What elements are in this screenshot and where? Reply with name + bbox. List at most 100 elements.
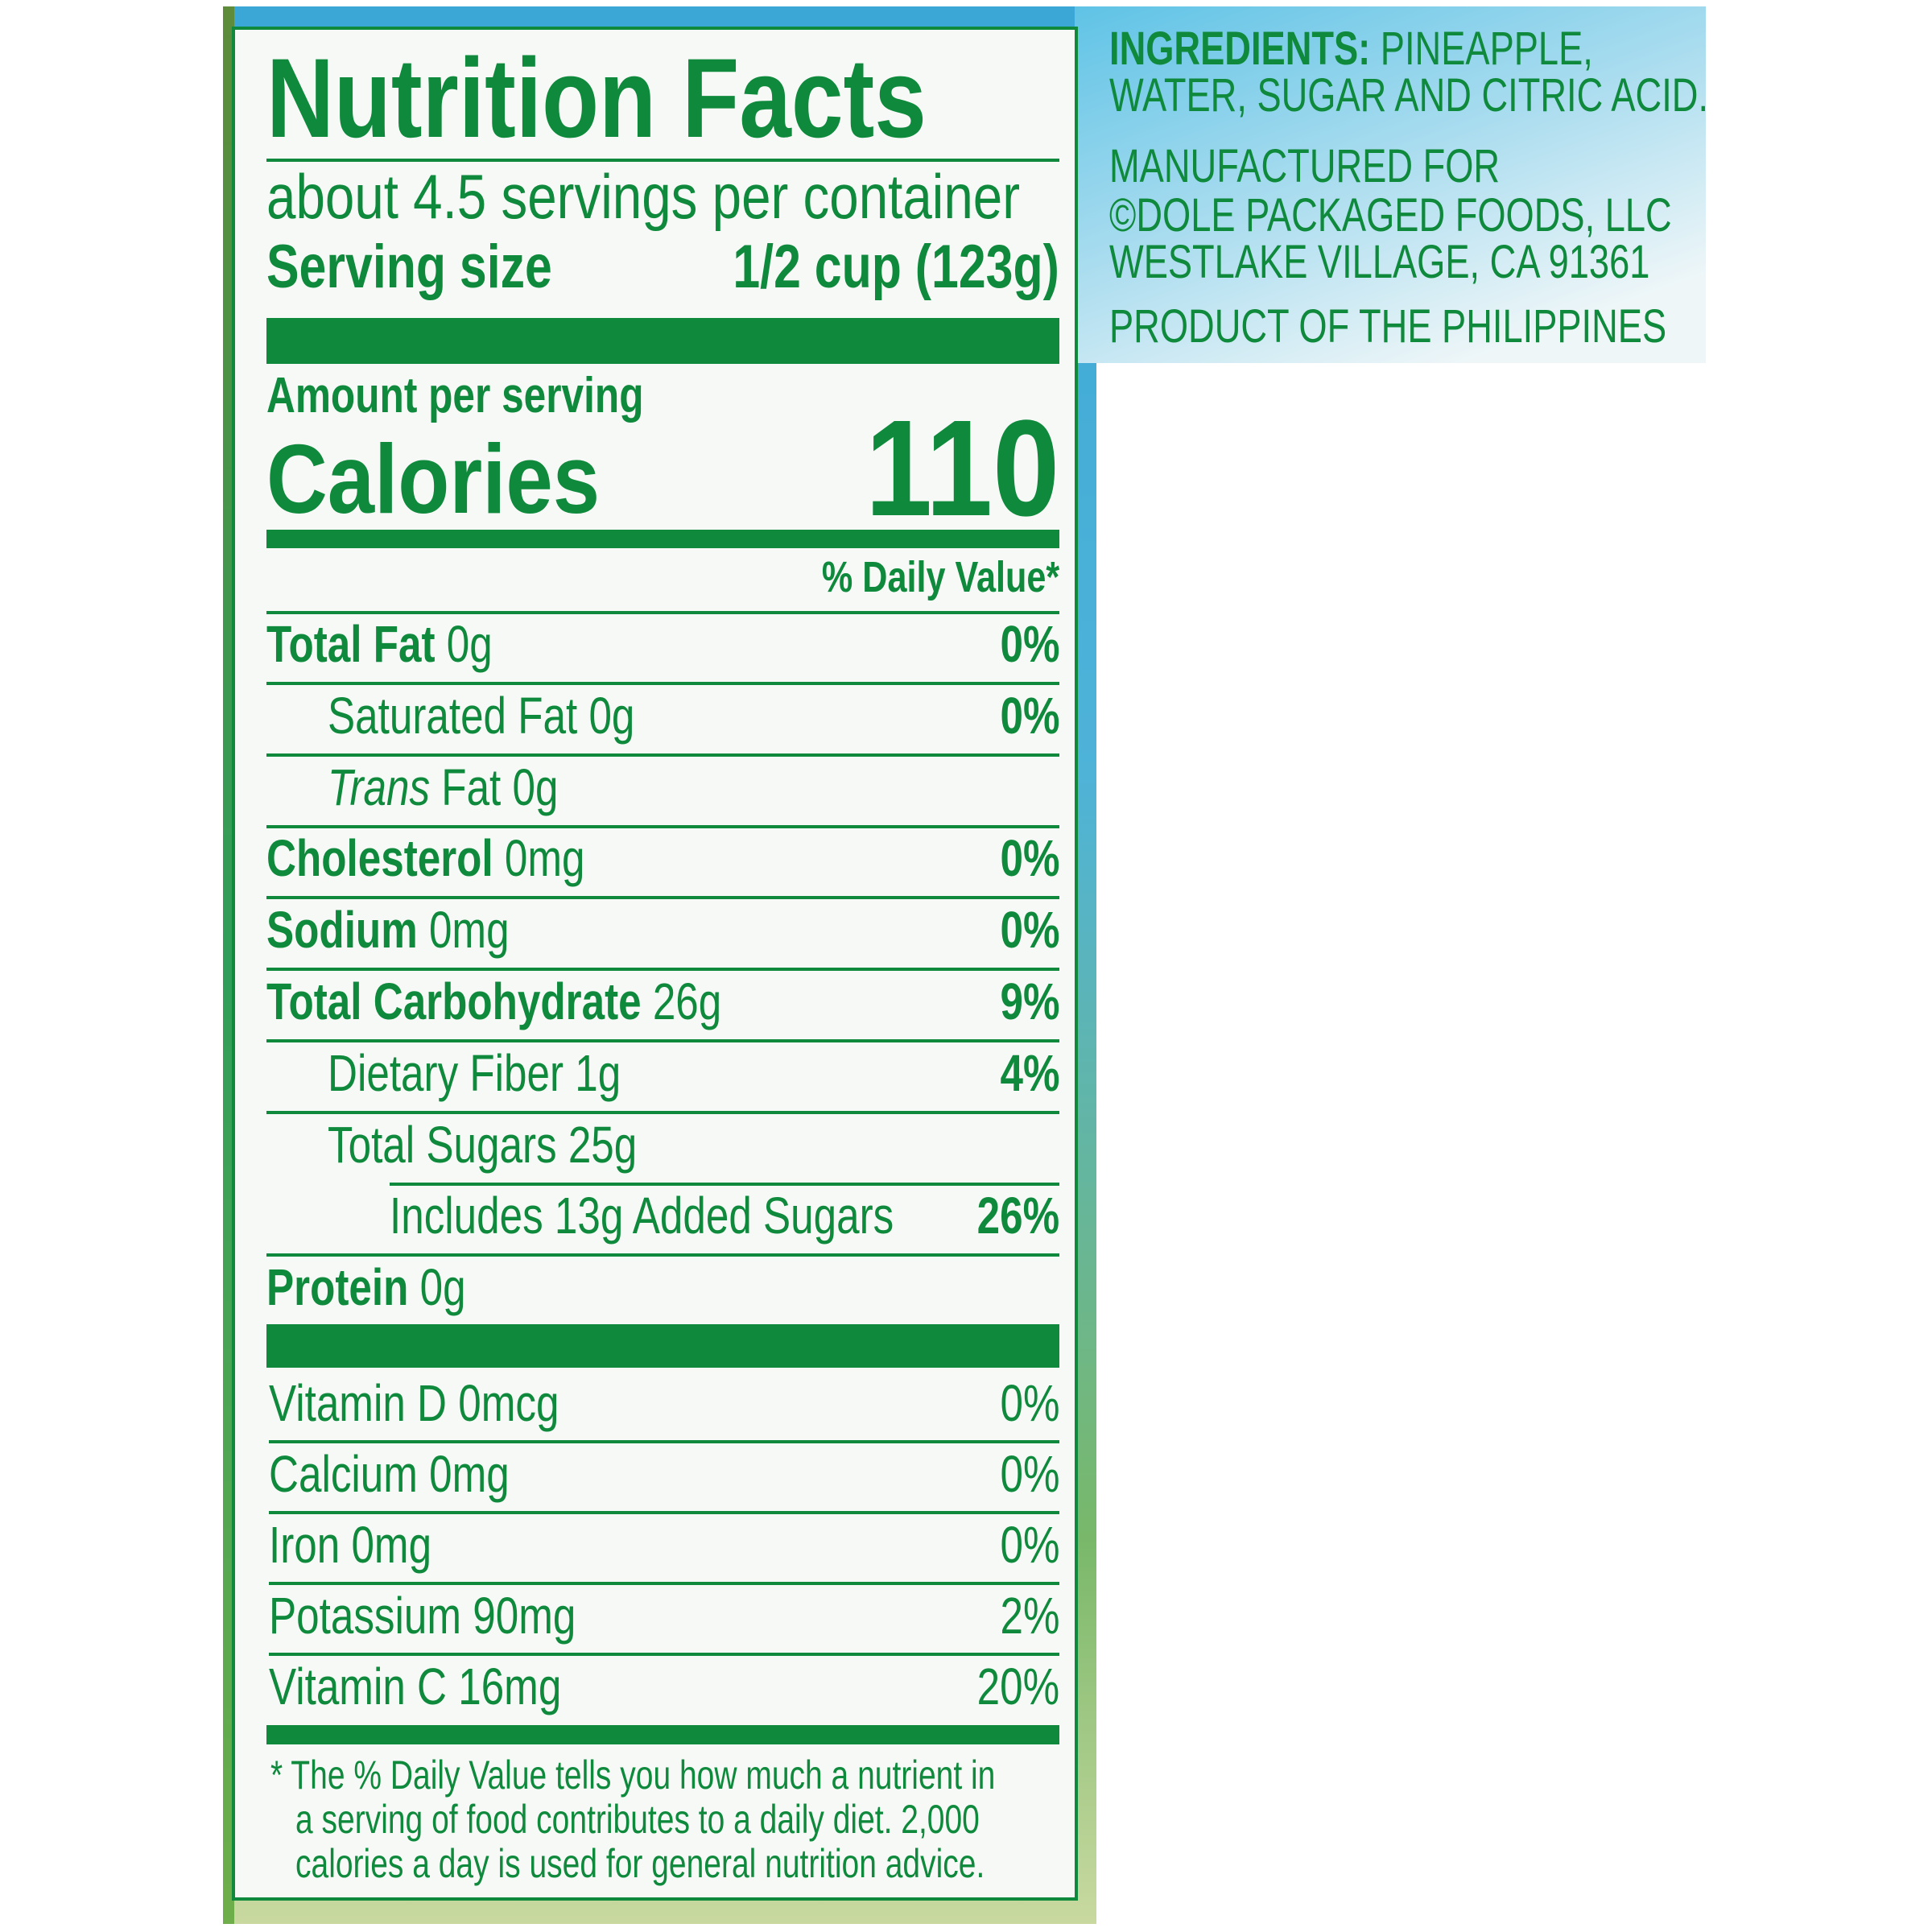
nutrient-name: Total Fat xyxy=(266,615,436,673)
calories-label-text: Calories xyxy=(266,424,601,534)
daily-value-text: 4% xyxy=(1000,1043,1059,1102)
ingredients-line-2: WATER, SUGAR AND CITRIC ACID. xyxy=(1109,72,1877,119)
amount-text: Amount per serving xyxy=(266,368,644,423)
nutrient-row: Saturated Fat 0g xyxy=(328,690,712,741)
nutrient-row: Cholesterol 0mg xyxy=(266,832,664,884)
nutrient-amount: 0mg xyxy=(504,829,585,888)
row-divider xyxy=(266,896,1059,900)
vitamin-daily-value: 0% xyxy=(985,1516,1059,1574)
row-divider xyxy=(269,1582,1059,1585)
serving-size-value: 1/2 cup (123g) xyxy=(651,237,1059,298)
footnote-text: calories a day is used for general nutri… xyxy=(295,1841,985,1886)
daily-value-text: 0% xyxy=(1000,686,1059,745)
nutrient-name: Sodium xyxy=(266,901,418,960)
nutrient-name: Saturated Fat 0g xyxy=(328,686,635,745)
manufacturer-line-2: ©DOLE PACKAGED FOODS, LLC xyxy=(1109,192,1831,239)
manufacturer-text: WESTLAKE VILLAGE, CA 91361 xyxy=(1109,236,1650,288)
vitamin-daily-value: 20% xyxy=(956,1661,1059,1712)
footnote-text: a serving of food contributes to a daily… xyxy=(295,1797,980,1842)
thick-divider xyxy=(266,1324,1059,1368)
footnote-text: * The % Daily Value tells you how much a… xyxy=(270,1752,996,1798)
vitamin-name: Vitamin D 0mcg xyxy=(269,1374,559,1432)
nutrient-amount: 0mg xyxy=(428,901,510,960)
manufacturer-text: ©DOLE PACKAGED FOODS, LLC xyxy=(1109,189,1672,242)
nutrient-row: Protein 0g xyxy=(266,1261,515,1313)
vitamin-row: Vitamin D 0mcg xyxy=(269,1377,632,1429)
nutrient-row: Total Fat 0g xyxy=(266,618,549,670)
origin-text: PRODUCT OF THE PHILIPPINES xyxy=(1109,300,1667,353)
vitamin-row: Potassium 90mg xyxy=(269,1590,653,1641)
amount-per-serving: Amount per serving xyxy=(266,371,738,421)
row-divider xyxy=(269,1653,1059,1656)
serving-size-value-text: 1/2 cup (123g) xyxy=(733,233,1059,301)
nutrient-daily-value: 4% xyxy=(985,1043,1059,1102)
nutrient-name: Total Sugars 25g xyxy=(328,1115,638,1174)
nutrient-row: Total Sugars 25g xyxy=(328,1119,714,1170)
row-divider xyxy=(266,824,1059,828)
manufacturer-text: MANUFACTURED FOR xyxy=(1109,140,1501,192)
nutrient-name: Protein xyxy=(266,1258,409,1317)
daily-value-text: 2% xyxy=(1000,1587,1059,1645)
row-divider xyxy=(266,968,1059,972)
nutrient-name: Fat 0g xyxy=(430,758,559,816)
nutrient-row: Dietary Fiber 1g xyxy=(328,1047,694,1099)
footnote-line: calories a day is used for general nutri… xyxy=(295,1843,1179,1884)
nutrient-daily-value: 26% xyxy=(956,1190,1059,1241)
nutrient-daily-value: 0% xyxy=(985,686,1059,745)
row-divider xyxy=(390,1182,1059,1186)
product-origin: PRODUCT OF THE PHILIPPINES xyxy=(1109,303,1823,350)
nutrient-name: Cholesterol xyxy=(266,829,493,888)
daily-value-text: 9% xyxy=(1000,972,1059,1030)
row-divider xyxy=(266,1253,1059,1257)
package-leaf-strip xyxy=(223,6,234,1924)
daily-value-text: 26% xyxy=(976,1187,1059,1245)
row-divider xyxy=(269,1511,1059,1514)
manufacturer-line-3: WESTLAKE VILLAGE, CA 91361 xyxy=(1109,239,1802,286)
nutrient-row: Sodium 0mg xyxy=(266,904,570,956)
vitamin-name: Iron 0mg xyxy=(269,1516,432,1574)
medium-divider xyxy=(266,1725,1059,1744)
vitamin-daily-value: 0% xyxy=(985,1377,1059,1429)
vitamin-name: Potassium 90mg xyxy=(269,1587,576,1645)
divider xyxy=(266,611,1059,614)
vitamin-name: Vitamin C 16mg xyxy=(269,1657,562,1715)
nutrient-daily-value: 0% xyxy=(985,829,1059,888)
daily-value-text: 0% xyxy=(1000,615,1059,673)
daily-value-header-text: % Daily Value* xyxy=(821,553,1059,601)
vitamin-daily-value: 0% xyxy=(985,1448,1059,1500)
nutrient-amount: 26g xyxy=(652,972,722,1030)
nutrient-name: Includes 13g Added Sugars xyxy=(390,1187,894,1245)
daily-value-text: 20% xyxy=(976,1657,1059,1715)
nutrient-name: Total Carbohydrate xyxy=(266,972,642,1030)
ingredients-label: INGREDIENTS: xyxy=(1109,23,1371,75)
row-divider xyxy=(266,1039,1059,1042)
daily-value-header: % Daily Value* xyxy=(762,555,1059,599)
nutrient-row: Total Carbohydrate 26g xyxy=(266,976,836,1027)
servings-text: about 4.5 servings per container xyxy=(266,161,1021,232)
nutrient-italic: Trans xyxy=(328,758,431,816)
serving-size-label: Serving size xyxy=(266,237,624,298)
row-divider xyxy=(266,1110,1059,1114)
servings-per-container: about 4.5 servings per container xyxy=(266,165,1163,228)
ingredients: INGREDIENTS: PINEAPPLE, xyxy=(1109,26,1729,72)
row-divider xyxy=(266,753,1059,757)
nutrient-name: Dietary Fiber 1g xyxy=(328,1043,621,1102)
daily-value-text: 0% xyxy=(1000,1516,1059,1574)
title-text: Nutrition Facts xyxy=(266,35,927,161)
daily-value-text: 0% xyxy=(1000,829,1059,888)
calories-value: 110 xyxy=(839,400,1059,537)
vitamin-name: Calcium 0mg xyxy=(269,1445,510,1503)
nutrient-daily-value: 9% xyxy=(985,972,1059,1030)
footnote-line: * The % Daily Value tells you how much a… xyxy=(270,1755,1199,1795)
vitamin-row: Iron 0mg xyxy=(269,1519,473,1571)
ingredients-panel-background xyxy=(1075,6,1706,363)
serving-size-label-text: Serving size xyxy=(266,233,552,301)
row-divider xyxy=(266,682,1059,685)
label-title: Nutrition Facts xyxy=(266,42,1062,155)
divider xyxy=(266,159,1059,162)
nutrient-row: Includes 13g Added Sugars xyxy=(390,1190,1020,1241)
ingredients-line-2-text: WATER, SUGAR AND CITRIC ACID. xyxy=(1109,69,1709,122)
daily-value-text: 0% xyxy=(1000,901,1059,960)
vitamin-row: Vitamin C 16mg xyxy=(269,1661,634,1712)
